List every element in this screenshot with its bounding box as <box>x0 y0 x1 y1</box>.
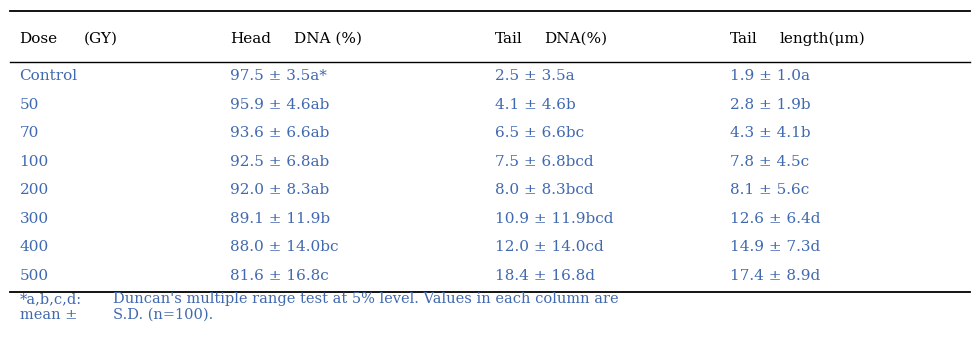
Text: 2.8 ± 1.9b: 2.8 ± 1.9b <box>730 98 810 112</box>
Text: 14.9 ± 7.3d: 14.9 ± 7.3d <box>730 240 820 255</box>
Text: DNA (%): DNA (%) <box>294 32 362 46</box>
Text: 18.4 ± 16.8d: 18.4 ± 16.8d <box>495 269 595 283</box>
Text: 500: 500 <box>20 269 49 283</box>
Text: 8.1 ± 5.6c: 8.1 ± 5.6c <box>730 183 809 198</box>
Text: 4.1 ± 4.6b: 4.1 ± 4.6b <box>495 98 575 112</box>
Text: 89.1 ± 11.9b: 89.1 ± 11.9b <box>230 212 330 226</box>
Text: 95.9 ± 4.6ab: 95.9 ± 4.6ab <box>230 98 329 112</box>
Text: 17.4 ± 8.9d: 17.4 ± 8.9d <box>730 269 820 283</box>
Text: Dose: Dose <box>20 32 58 46</box>
Text: length(μm): length(μm) <box>779 32 865 46</box>
Text: DNA(%): DNA(%) <box>544 32 607 46</box>
Text: 12.6 ± 6.4d: 12.6 ± 6.4d <box>730 212 820 226</box>
Text: 200: 200 <box>20 183 49 198</box>
Text: 8.0 ± 8.3bcd: 8.0 ± 8.3bcd <box>495 183 594 198</box>
Text: Tail: Tail <box>495 32 522 46</box>
Text: 1.9 ± 1.0a: 1.9 ± 1.0a <box>730 69 810 83</box>
Text: Tail: Tail <box>730 32 758 46</box>
Text: mean ±: mean ± <box>20 308 77 322</box>
Text: 81.6 ± 16.8c: 81.6 ± 16.8c <box>230 269 329 283</box>
Text: *a,b,c,d:: *a,b,c,d: <box>20 293 81 306</box>
Text: 300: 300 <box>20 212 49 226</box>
Text: 97.5 ± 3.5a*: 97.5 ± 3.5a* <box>230 69 327 83</box>
Text: 50: 50 <box>20 98 39 112</box>
Text: 4.3 ± 4.1b: 4.3 ± 4.1b <box>730 126 810 140</box>
Text: 92.0 ± 8.3ab: 92.0 ± 8.3ab <box>230 183 329 198</box>
Text: 88.0 ± 14.0bc: 88.0 ± 14.0bc <box>230 240 339 255</box>
Text: S.D. (n=100).: S.D. (n=100). <box>113 308 213 322</box>
Text: (GY): (GY) <box>83 32 118 46</box>
Text: Duncan's multiple range test at 5% level. Values in each column are: Duncan's multiple range test at 5% level… <box>113 293 618 306</box>
Text: 70: 70 <box>20 126 39 140</box>
Text: 12.0 ± 14.0cd: 12.0 ± 14.0cd <box>495 240 604 255</box>
Text: 93.6 ± 6.6ab: 93.6 ± 6.6ab <box>230 126 329 140</box>
Text: Control: Control <box>20 69 77 83</box>
Text: 6.5 ± 6.6bc: 6.5 ± 6.6bc <box>495 126 584 140</box>
Text: 7.5 ± 6.8bcd: 7.5 ± 6.8bcd <box>495 155 594 169</box>
Text: 92.5 ± 6.8ab: 92.5 ± 6.8ab <box>230 155 329 169</box>
Text: 7.8 ± 4.5c: 7.8 ± 4.5c <box>730 155 809 169</box>
Text: 400: 400 <box>20 240 49 255</box>
Text: Head: Head <box>230 32 271 46</box>
Text: 10.9 ± 11.9bcd: 10.9 ± 11.9bcd <box>495 212 613 226</box>
Text: 100: 100 <box>20 155 49 169</box>
Text: 2.5 ± 3.5a: 2.5 ± 3.5a <box>495 69 574 83</box>
